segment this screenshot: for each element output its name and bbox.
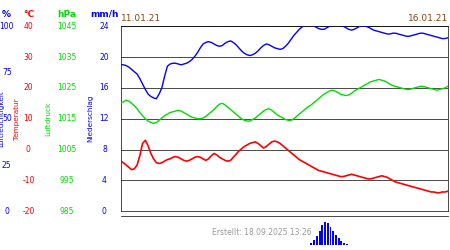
Text: 10: 10 bbox=[23, 114, 33, 123]
Text: 40: 40 bbox=[23, 22, 33, 31]
Text: 25: 25 bbox=[2, 160, 12, 170]
Text: Luftdruck: Luftdruck bbox=[45, 102, 51, 136]
Text: 995: 995 bbox=[59, 176, 74, 185]
Text: mm/h: mm/h bbox=[90, 10, 119, 19]
Text: 75: 75 bbox=[2, 68, 12, 77]
Bar bbox=[346, 244, 348, 245]
Bar bbox=[338, 238, 340, 245]
Text: 985: 985 bbox=[59, 207, 74, 216]
Text: 0: 0 bbox=[26, 145, 31, 154]
Text: 20: 20 bbox=[99, 52, 109, 62]
Bar bbox=[327, 223, 329, 245]
Text: -20: -20 bbox=[22, 207, 35, 216]
Text: 1025: 1025 bbox=[57, 84, 76, 92]
Text: 50: 50 bbox=[2, 114, 12, 123]
Text: Temperatur: Temperatur bbox=[14, 98, 20, 140]
Text: °C: °C bbox=[23, 10, 34, 19]
Bar bbox=[329, 226, 332, 245]
Bar bbox=[310, 243, 312, 245]
Bar bbox=[321, 225, 323, 245]
Text: 0: 0 bbox=[4, 207, 9, 216]
Bar bbox=[343, 243, 345, 245]
Text: 0: 0 bbox=[102, 207, 107, 216]
Text: 24: 24 bbox=[99, 22, 109, 31]
Text: Erstellt: 18.09.2025 13:26: Erstellt: 18.09.2025 13:26 bbox=[212, 228, 312, 236]
Text: 1035: 1035 bbox=[57, 52, 76, 62]
Text: -10: -10 bbox=[22, 176, 35, 185]
Text: 1015: 1015 bbox=[57, 114, 76, 123]
Bar bbox=[341, 241, 342, 245]
Bar bbox=[313, 240, 315, 245]
Text: 1005: 1005 bbox=[57, 145, 76, 154]
Text: 12: 12 bbox=[99, 114, 109, 123]
Text: Niederschlag: Niederschlag bbox=[87, 95, 93, 142]
Text: 16: 16 bbox=[99, 84, 109, 92]
Text: hPa: hPa bbox=[57, 10, 76, 19]
Text: Luftfeuchtigkeit: Luftfeuchtigkeit bbox=[0, 90, 4, 147]
Text: 4: 4 bbox=[102, 176, 107, 185]
Text: 30: 30 bbox=[23, 52, 33, 62]
Bar bbox=[319, 230, 320, 245]
Text: %: % bbox=[2, 10, 11, 19]
Text: 8: 8 bbox=[102, 145, 107, 154]
Bar bbox=[316, 236, 318, 245]
Text: 20: 20 bbox=[23, 84, 33, 92]
Text: 16.01.21: 16.01.21 bbox=[408, 14, 448, 22]
Text: 1045: 1045 bbox=[57, 22, 76, 31]
Text: 100: 100 bbox=[0, 22, 14, 31]
Bar bbox=[324, 222, 326, 245]
Bar bbox=[335, 235, 337, 245]
Bar bbox=[332, 230, 334, 245]
Text: 11.01.21: 11.01.21 bbox=[121, 14, 161, 22]
